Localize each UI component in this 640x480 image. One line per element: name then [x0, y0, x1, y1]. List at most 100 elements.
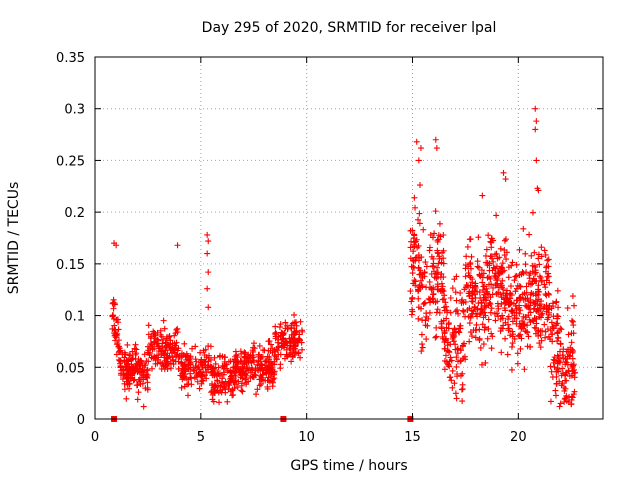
data-point — [552, 392, 559, 399]
data-point — [452, 289, 459, 296]
data-point — [532, 126, 539, 133]
data-point — [554, 359, 561, 366]
data-point — [114, 340, 121, 347]
data-point — [445, 325, 452, 332]
data-point — [474, 263, 481, 270]
data-point — [511, 277, 518, 284]
data-point — [140, 366, 147, 373]
data-point — [502, 300, 509, 307]
data-point — [457, 372, 464, 379]
data-point — [489, 255, 496, 262]
data-point — [502, 307, 509, 314]
data-point — [272, 333, 279, 340]
data-point — [553, 298, 560, 305]
data-point — [459, 343, 466, 350]
data-point — [113, 242, 120, 249]
data-point — [536, 289, 543, 296]
data-point — [547, 327, 554, 334]
data-point — [478, 361, 485, 368]
data-point — [521, 366, 528, 373]
data-point — [296, 331, 303, 338]
data-point — [238, 358, 245, 365]
data-point — [208, 363, 215, 370]
data-point — [113, 316, 120, 323]
data-point — [197, 369, 204, 376]
data-point — [284, 353, 291, 360]
data-point — [492, 317, 499, 324]
data-point — [264, 383, 271, 390]
data-point — [482, 252, 489, 259]
data-point — [146, 351, 153, 358]
data-point — [499, 260, 506, 267]
data-point — [214, 387, 221, 394]
data-point — [535, 282, 542, 289]
data-point — [462, 265, 469, 272]
data-point — [537, 344, 544, 351]
data-point — [127, 352, 134, 359]
data-point — [452, 390, 459, 397]
data-point — [172, 342, 179, 349]
data-point — [110, 305, 117, 312]
data-point — [524, 329, 531, 336]
data-point — [509, 318, 516, 325]
data-point — [507, 332, 514, 339]
data-point — [411, 231, 418, 238]
data-point — [544, 305, 551, 312]
data-point — [459, 296, 466, 303]
data-point — [516, 302, 523, 309]
data-point — [537, 332, 544, 339]
data-point — [466, 320, 473, 327]
data-point — [445, 362, 452, 369]
data-point — [438, 320, 445, 327]
data-point — [466, 261, 473, 268]
data-point — [421, 300, 428, 307]
data-point — [518, 335, 525, 342]
data-point — [461, 340, 468, 347]
data-point — [435, 286, 442, 293]
data-point — [497, 328, 504, 335]
data-point — [503, 256, 510, 263]
data-point — [453, 363, 460, 370]
data-point — [232, 348, 239, 355]
data-point — [289, 354, 296, 361]
x-tick-label: 0 — [91, 430, 99, 445]
data-point — [505, 274, 512, 281]
data-point — [110, 315, 117, 322]
data-point — [211, 354, 218, 361]
data-point — [205, 269, 212, 276]
data-point — [236, 369, 243, 376]
data-point — [484, 260, 491, 267]
data-point — [529, 317, 536, 324]
data-point — [476, 272, 483, 279]
data-point — [532, 105, 539, 112]
data-point — [119, 376, 126, 383]
data-point — [166, 333, 173, 340]
data-point — [263, 366, 270, 373]
data-point — [192, 363, 199, 369]
data-point — [293, 319, 300, 326]
data-point — [509, 333, 516, 340]
data-point — [532, 270, 539, 277]
data-point — [480, 314, 487, 321]
data-point — [151, 338, 158, 345]
data-point — [225, 385, 232, 392]
data-point — [541, 321, 548, 328]
data-point — [409, 294, 416, 301]
data-point — [481, 283, 488, 290]
data-point — [479, 279, 486, 286]
data-point — [556, 403, 563, 410]
data-point — [287, 339, 294, 346]
data-point — [239, 388, 246, 395]
data-point — [506, 325, 513, 332]
data-point — [211, 388, 218, 395]
data-point — [452, 308, 459, 315]
data-point — [563, 369, 570, 376]
data-point — [227, 367, 234, 374]
data-point — [480, 341, 487, 348]
data-point — [507, 283, 514, 290]
data-point — [426, 244, 433, 251]
data-point — [512, 288, 519, 295]
data-point — [509, 259, 516, 266]
data-point — [297, 354, 304, 361]
data-point — [498, 294, 505, 301]
